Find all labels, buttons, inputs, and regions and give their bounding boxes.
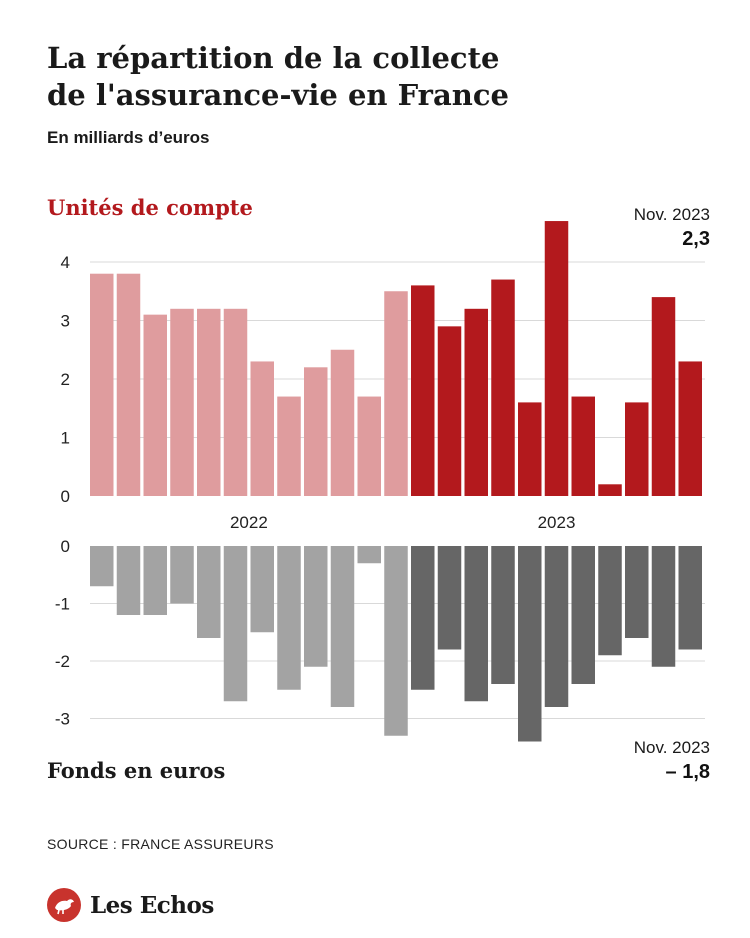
series-label-fonds-en-euros: Fonds en euros (47, 758, 226, 783)
year-label: 2023 (538, 513, 576, 532)
bar-fonds-en-euros (223, 546, 248, 702)
y-tick-label: -3 (55, 710, 70, 729)
y-tick-label: 0 (61, 487, 70, 506)
bar-fonds-en-euros (491, 546, 515, 684)
bar-fonds-en-euros (651, 546, 676, 667)
bar-fonds-en-euros (625, 546, 649, 638)
bar-fonds-en-euros (544, 546, 569, 707)
bar-fonds-en-euros (197, 546, 221, 638)
bar-fonds-en-euros (90, 546, 114, 587)
y-tick-label: -2 (55, 652, 70, 671)
bar-fonds-en-euros (116, 546, 141, 615)
bar-unites-de-compte (277, 396, 301, 496)
bar-fonds-en-euros (411, 546, 435, 690)
bar-unites-de-compte (518, 402, 542, 496)
bar-fonds-en-euros (357, 546, 381, 564)
bar-unites-de-compte (625, 402, 649, 496)
series-label-unites-de-compte: Unités de compte (47, 195, 253, 220)
chart-title: La répartition de la collecte de l'assur… (47, 40, 727, 114)
callout-unites-de-compte: Nov. 2023 2,3 (634, 205, 710, 251)
callout-fonds-en-euros: Nov. 2023 – 1,8 (634, 738, 710, 784)
bar-unites-de-compte (357, 396, 381, 496)
bar-unites-de-compte (170, 308, 194, 496)
les-echos-logo: Les Echos (47, 888, 214, 922)
bar-fonds-en-euros (304, 546, 328, 667)
bar-fonds-en-euros (250, 546, 274, 633)
bar-unites-de-compte (544, 221, 569, 497)
bar-fonds-en-euros (437, 546, 462, 650)
bar-fonds-en-euros (143, 546, 167, 615)
y-tick-label: 4 (61, 253, 70, 272)
y-tick-label: 1 (61, 429, 70, 448)
callout-date: Nov. 2023 (633, 738, 710, 757)
labels-layer: 0 1 2 3 4 2022 2023 0 -1 -2 -3 (55, 253, 576, 729)
bar-unites-de-compte (197, 308, 221, 496)
bar-unites-de-compte (651, 297, 676, 496)
title-line-2: de l'assurance-vie en France (47, 78, 509, 112)
bar-unites-de-compte (116, 273, 141, 496)
bar-unites-de-compte (384, 291, 408, 496)
callout-value: – 1,8 (665, 761, 710, 783)
chart-subtitle: En milliards d’euros (47, 128, 210, 147)
bar-unites-de-compte (304, 367, 328, 496)
bar-fonds-en-euros (170, 546, 194, 604)
callout-date: Nov. 2023 (633, 205, 710, 224)
bar-unites-de-compte (598, 484, 622, 496)
bar-unites-de-compte (491, 279, 515, 496)
bar-fonds-en-euros (464, 546, 488, 702)
bar-unites-de-compte (437, 326, 462, 496)
bar-fonds-en-euros (518, 546, 542, 742)
y-tick-label: 3 (61, 312, 70, 331)
bar-unites-de-compte (90, 273, 114, 496)
bar-unites-de-compte (464, 308, 488, 496)
year-label: 2022 (230, 513, 268, 532)
y-tick-label: 2 (61, 370, 70, 389)
bar-unites-de-compte (678, 361, 702, 496)
source-note: SOURCE : FRANCE ASSUREURS (47, 836, 274, 852)
bar-unites-de-compte (571, 396, 595, 496)
bar-unites-de-compte (250, 361, 274, 496)
brand-name: Les Echos (90, 891, 214, 919)
title-line-1: La répartition de la collecte (47, 41, 500, 75)
bar-unites-de-compte (330, 349, 355, 496)
bar-unites-de-compte (411, 285, 435, 496)
bar-unites-de-compte (143, 314, 167, 496)
bars-layer (90, 221, 702, 742)
bar-fonds-en-euros (277, 546, 301, 690)
bar-unites-de-compte (223, 308, 248, 496)
callout-value: 2,3 (682, 228, 710, 250)
y-tick-label: -1 (55, 595, 70, 614)
bar-fonds-en-euros (330, 546, 355, 707)
bar-fonds-en-euros (571, 546, 595, 684)
bar-fonds-en-euros (678, 546, 702, 650)
bar-fonds-en-euros (598, 546, 622, 656)
bar-fonds-en-euros (384, 546, 408, 736)
rooster-icon (47, 888, 81, 922)
y-tick-label: 0 (61, 537, 70, 556)
